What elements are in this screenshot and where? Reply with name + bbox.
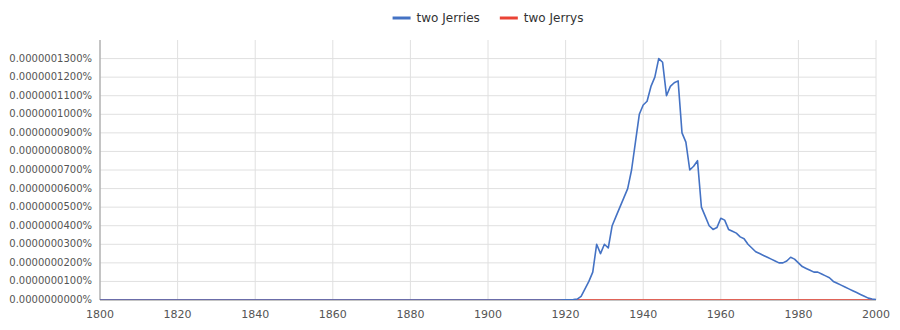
- x-tick-label: 1980: [784, 308, 812, 321]
- grid: [100, 40, 876, 300]
- x-tick-label: 2000: [862, 308, 890, 321]
- y-tick-label: 0.0000000100%: [9, 275, 92, 286]
- y-tick-label: 0.0000000900%: [9, 127, 92, 138]
- x-grid-line: [177, 40, 178, 300]
- x-grid-line: [876, 40, 877, 300]
- x-tick-label: 1840: [241, 308, 269, 321]
- y-tick-label: 0.0000001000%: [9, 108, 92, 119]
- legend-label: two Jerrys: [524, 11, 584, 25]
- y-axis-line: [100, 40, 101, 300]
- y-tick-label: 0.0000000700%: [9, 164, 92, 175]
- chart: 0.0000000000% 0.0000000100% 0.0000000200% 0…: [0, 0, 900, 330]
- x-grid-line: [410, 40, 411, 300]
- x-grid-line: [720, 40, 721, 300]
- x-tick-label: 1900: [474, 308, 502, 321]
- y-tick-label: 0.0000001100%: [9, 90, 92, 101]
- x-grid-line: [332, 40, 333, 300]
- x-tick-label: 1920: [552, 308, 580, 321]
- x-tick-label: 1860: [319, 308, 347, 321]
- series-line: [100, 59, 876, 300]
- y-tick-label: 0.0000001200%: [9, 71, 92, 82]
- x-grid-line: [488, 40, 489, 300]
- lines: [100, 59, 876, 300]
- legend-swatch: [393, 17, 411, 20]
- y-tick-label: 0.0000000600%: [9, 183, 92, 194]
- x-grid-line: [100, 40, 101, 300]
- x-grid-line: [565, 40, 566, 300]
- y-tick-label: 0.0000000500%: [9, 201, 92, 212]
- y-tick-label: 0.0000000200%: [9, 257, 92, 268]
- x-grid-line: [643, 40, 644, 300]
- legend-item: two Jerries: [393, 11, 480, 25]
- y-tick-label: 0.0000000000%: [9, 294, 92, 305]
- x-tick-label: 1880: [396, 308, 424, 321]
- axes: 0.0000000000% 0.0000000100% 0.0000000200% 0…: [9, 40, 890, 321]
- y-tick-label: 0.0000000300%: [9, 238, 92, 249]
- y-tick-label: 0.0000000800%: [9, 145, 92, 156]
- legend-item: two Jerrys: [500, 11, 584, 25]
- x-grid-line: [255, 40, 256, 300]
- x-grid-line: [798, 40, 799, 300]
- y-tick-label: 0.0000001300%: [9, 53, 92, 64]
- x-tick-label: 1960: [707, 308, 735, 321]
- x-tick-label: 1940: [629, 308, 657, 321]
- x-tick-label: 1800: [86, 308, 114, 321]
- legend-swatch: [500, 17, 518, 20]
- legend-label: two Jerries: [417, 11, 480, 25]
- legend: two Jerries two Jerrys: [393, 11, 584, 25]
- x-tick-label: 1820: [164, 308, 192, 321]
- y-tick-label: 0.0000000400%: [9, 220, 92, 231]
